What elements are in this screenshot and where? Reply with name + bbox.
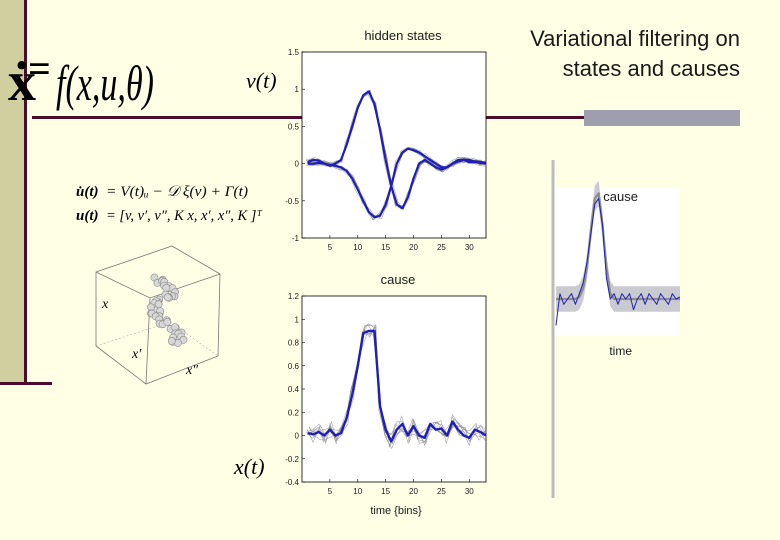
x-tick-label: 20 (409, 243, 418, 252)
x-tick-label: 5 (328, 243, 333, 252)
cloud-point (162, 283, 171, 292)
cloud-point (163, 318, 172, 326)
state-equation-equals: = (28, 46, 51, 91)
cause-inset-chart: cause time (551, 160, 681, 498)
eq2-lhs: u(t) (76, 208, 99, 224)
left-bar (0, 0, 24, 384)
cloud-point (167, 336, 176, 345)
left-bar-edge (24, 0, 27, 384)
plot-area (556, 188, 680, 336)
eq1-rhs: = V(t)ᵤ − 𝒟 ξ(v) + Γ(t) (106, 184, 248, 200)
x-axis-label: time {bins} (370, 505, 422, 517)
x-tick-label: 5 (328, 487, 333, 496)
y-tick-label: 0 (295, 160, 300, 169)
state-equation: ẋ = f(x,u,θ) (8, 46, 154, 113)
y-tick-label: -0.2 (285, 455, 299, 464)
series-line-1 (556, 192, 680, 301)
cloud-point (163, 293, 172, 302)
state-equation-rhs: f(x,u,θ) (56, 55, 154, 111)
x-tick-label: 25 (437, 243, 446, 252)
x-tick-label: 30 (465, 487, 474, 496)
y-tick-label: 0.8 (288, 339, 300, 348)
y-tick-label: 0 (295, 432, 300, 441)
y-tick-label: 0.2 (288, 408, 300, 417)
eq2-rhs: = [v, v′, v″, K x, x′, x″, K ]ᵀ (106, 208, 263, 224)
x-tick-label: 30 (465, 243, 474, 252)
x-tick-label: 10 (353, 487, 362, 496)
y-tick-label: 1.5 (288, 48, 300, 57)
y-tick-label: 1 (295, 85, 300, 94)
series-line-1 (307, 329, 487, 443)
y-tick-label: -1 (292, 234, 300, 243)
cause-chart: 1.2 1 0.8 0.6 0.4 0.2 0 -0.2 -0.4 5 10 15 20 25 30 caus… (285, 272, 487, 517)
plot-area (301, 295, 487, 483)
x-axis-label: time (609, 344, 632, 358)
y-tick-label: -0.4 (285, 478, 299, 487)
eq1-lhs: u̇(t) (76, 184, 99, 200)
x-label: x(t) (233, 454, 265, 479)
left-bar-foot (0, 382, 52, 385)
y-tick-label: -0.5 (285, 197, 299, 206)
plot-area (301, 51, 487, 239)
hidden-states-chart: 1.5 1 0.5 0 -0.5 -1 5 10 15 20 25 30 hidden states (285, 28, 487, 252)
generalized-equations: u̇(t) = V(t)ᵤ − 𝒟 ξ(v) + Γ(t) u(t) = [v,… (76, 184, 263, 224)
confidence-band (556, 180, 680, 312)
slide-title-line2: states and causes (563, 56, 740, 81)
y-tick-label: 0.6 (288, 362, 300, 371)
v-label: v(t) (246, 68, 277, 93)
state-equation-lhs: ẋ (8, 51, 36, 113)
cloud-axis-xdoubleprime: x″ (185, 363, 198, 378)
x-tick-label: 15 (381, 243, 390, 252)
y-tick-label: 0.4 (288, 385, 300, 394)
title-rule-bar (584, 110, 740, 126)
x-tick-label: 15 (381, 487, 390, 496)
slide-title-line1: Variational filtering on (530, 26, 740, 51)
x-tick-label: 10 (353, 243, 362, 252)
chart-title: cause (381, 272, 416, 287)
series-line-2 (307, 147, 487, 219)
state-space-cloud: x x′ x″ (95, 245, 221, 385)
chart-title: hidden states (364, 28, 442, 43)
x-tick-label: 20 (409, 487, 418, 496)
y-tick-label: 1.2 (288, 292, 300, 301)
chart-title: cause (603, 189, 638, 204)
cloud-axis-xprime: x′ (131, 347, 142, 362)
cloud-axis-x: x (101, 297, 109, 312)
y-tick-label: 0.5 (288, 122, 300, 131)
y-tick-label: 1 (295, 315, 300, 324)
series-line-2 (555, 198, 681, 326)
x-tick-label: 25 (437, 487, 446, 496)
